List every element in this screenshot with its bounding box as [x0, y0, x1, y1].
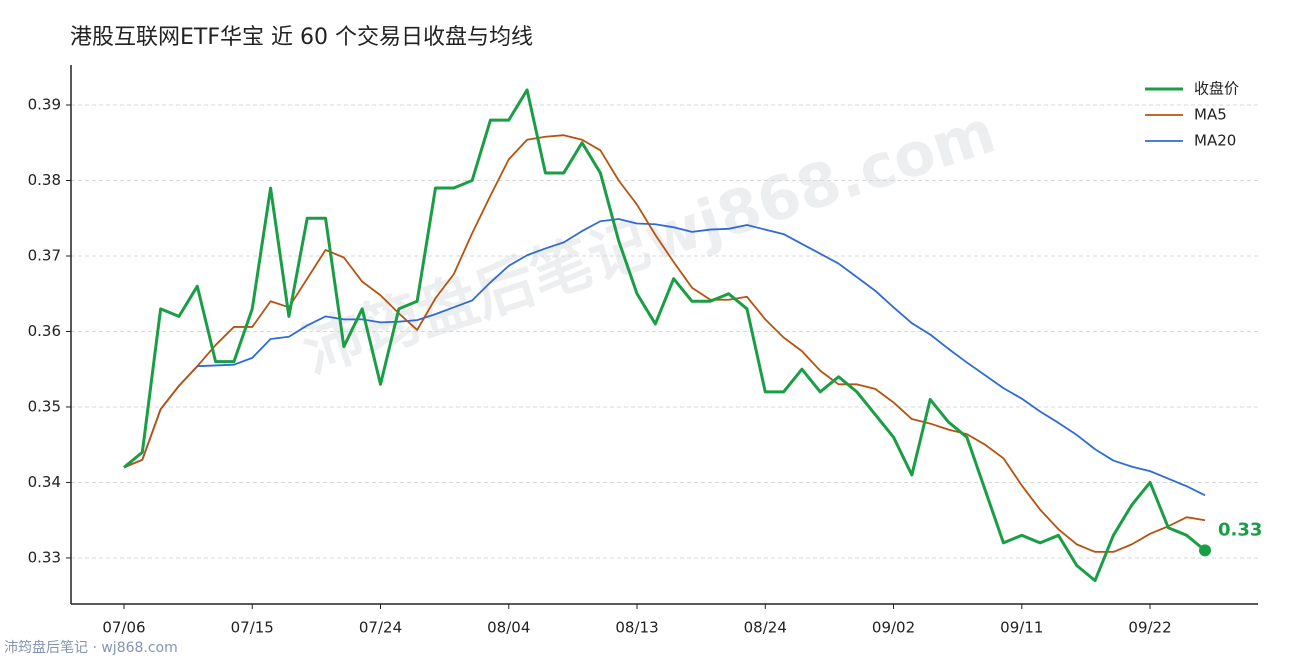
- x-tick-label: 08/24: [744, 619, 787, 637]
- series-line: [123, 218, 1206, 497]
- y-tick-label: 0.37: [28, 246, 61, 264]
- chart-title: 港股互联网ETF华宝 近 60 个交易日收盘与均线: [70, 25, 533, 50]
- x-tick-label: 08/13: [615, 619, 658, 637]
- y-tick-label: 0.35: [28, 397, 61, 415]
- value-label: 0.33: [1218, 519, 1262, 540]
- legend-label: MA5: [1194, 106, 1227, 124]
- last-point: [1199, 544, 1211, 557]
- legend-label: MA20: [1194, 132, 1236, 150]
- series-line: [123, 88, 1206, 583]
- watermark: 沛筠盘后笔记wj868.com: [294, 97, 1004, 387]
- series-line: [123, 134, 1206, 553]
- x-tick-label: 07/24: [359, 619, 402, 637]
- y-tick-label: 0.33: [28, 548, 61, 566]
- y-tick-label: 0.38: [28, 171, 61, 189]
- y-tick-label: 0.36: [28, 322, 61, 340]
- legend-label: 收盘价: [1194, 80, 1239, 98]
- x-tick-label: 07/15: [231, 619, 274, 637]
- x-tick-label: 09/11: [1000, 619, 1043, 637]
- y-tick-label: 0.39: [28, 96, 61, 114]
- x-tick-label: 08/04: [487, 619, 530, 637]
- x-tick-label: 09/22: [1128, 619, 1171, 637]
- x-tick-label: 09/02: [872, 619, 915, 637]
- footer: 沛筠盘后笔记 · wj868.com: [4, 639, 178, 656]
- x-tick-label: 07/06: [102, 619, 145, 637]
- y-tick-label: 0.34: [28, 473, 61, 491]
